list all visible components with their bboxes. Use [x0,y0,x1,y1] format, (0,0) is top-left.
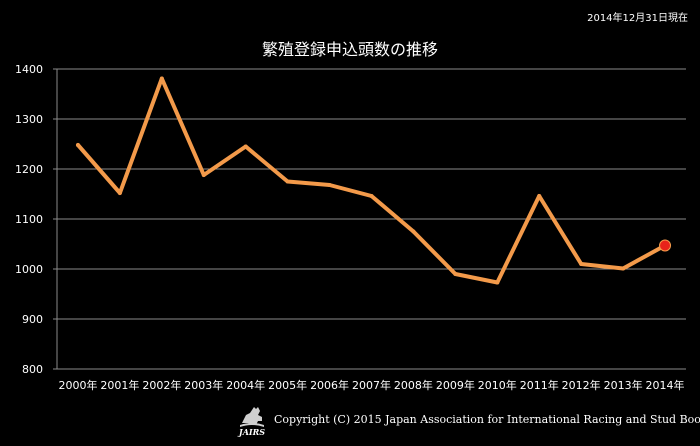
series-line [76,76,667,285]
x-tick-label: 2011年 [520,378,559,392]
axes [53,68,686,370]
data-point [159,76,164,81]
x-tick-labels: 2000年 2001年 2002年 2003年 2004年 2005年 2006年 2007年… [58,378,684,392]
data-point [621,266,626,271]
y-tick-label: 1100 [15,213,43,226]
x-tick-label: 2007年 [352,378,391,392]
data-point [495,280,500,285]
x-tick-label: 2014年 [646,378,685,392]
data-point [537,194,542,198]
y-tick-label: 1400 [15,63,43,76]
footer: JAIRS Copyright (C) 2015 Japan Associati… [236,401,700,437]
data-point [369,194,374,198]
x-tick-label: 2006年 [310,378,349,392]
x-tick-label: 2004年 [226,378,265,392]
y-tick-label: 800 [22,363,43,376]
data-series [75,76,672,285]
grid-lines [57,68,686,320]
x-tick-label: 2012年 [562,378,601,392]
x-tick-label: 2009年 [436,378,475,392]
x-tick-label: 2008年 [394,378,433,392]
x-tick-label: 2002年 [142,378,181,392]
y-tick-label: 1000 [15,263,43,276]
data-point [327,183,332,187]
x-tick-label: 2001年 [100,378,139,392]
chart-title: 繁殖登録申込頭数の推移 [261,40,438,59]
x-tick-label: 2013年 [604,378,643,392]
data-point [117,191,122,195]
last-point-marker [659,239,672,252]
date-note: 2014年12月31日現在 [587,13,688,24]
x-tick-label: 2003年 [184,378,223,392]
data-point [285,179,290,184]
data-point [411,229,416,234]
data-point [453,272,458,276]
x-tick-label: 2000年 [58,378,97,392]
data-point [243,144,248,149]
y-tick-label: 900 [22,313,43,326]
data-point [75,143,80,147]
y-tick-label: 1300 [15,113,43,126]
x-tick-label: 2010年 [478,378,517,392]
copyright-text: Copyright (C) 2015 Japan Association for… [274,412,700,426]
y-tick-labels: 800 900 1000 1100 1200 1300 1400 [15,63,43,376]
data-point [201,173,206,177]
data-point [579,262,584,266]
x-tick-label: 2005年 [268,378,307,392]
logo-text: JAIRS [237,427,265,437]
y-tick-label: 1200 [15,163,43,176]
jairs-logo-icon: JAIRS [237,407,265,437]
